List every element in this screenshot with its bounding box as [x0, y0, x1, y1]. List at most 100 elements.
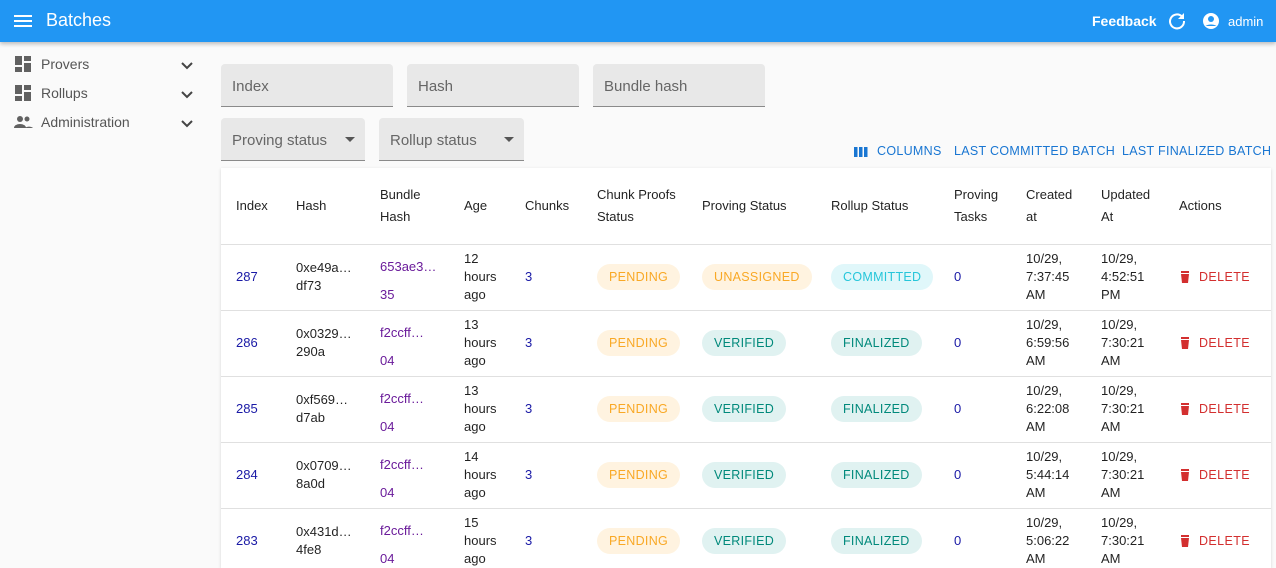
hash-part: 0xe49a…: [296, 260, 352, 275]
cell: 15 hours ago: [449, 508, 510, 568]
cell: 13 hours ago: [449, 310, 510, 377]
cell: 10/29, 7:30:21 AM: [1086, 442, 1164, 509]
cell: FINALIZED: [816, 310, 939, 377]
batch-index-link[interactable]: 283: [236, 533, 258, 548]
trash-icon: [1181, 535, 1189, 547]
updated-at: 10/29, 4:52:51 PM: [1101, 251, 1145, 302]
chunks-link[interactable]: 3: [525, 401, 533, 416]
cell: 0x0709… 8a0d: [281, 442, 365, 509]
account-icon[interactable]: [1202, 12, 1220, 30]
page-title: Batches: [46, 10, 112, 30]
column-header[interactable]: Chunks: [510, 168, 582, 245]
sidebar: Provers Rollups Administration: [0, 52, 205, 139]
delete-button[interactable]: DELETE: [1179, 466, 1265, 484]
menu-icon[interactable]: [13, 12, 33, 30]
delete-label: DELETE: [1199, 336, 1251, 350]
batch-row: 286 0x0329… 290a f2ccff… 04 13 hours ago 3 PEND…: [221, 310, 1271, 377]
nav-item[interactable]: Administration: [0, 110, 205, 139]
bundle-hash-part[interactable]: f2ccff…: [380, 391, 424, 406]
cell: 14 hours ago: [449, 442, 510, 509]
cell: DELETE: [1164, 244, 1271, 311]
column-header[interactable]: Rollup Status: [816, 168, 939, 245]
cell: 0: [939, 442, 1011, 509]
batch-index-link[interactable]: 287: [236, 269, 258, 284]
hash-filter[interactable]: Hash: [407, 64, 579, 107]
column-header[interactable]: Age: [449, 168, 510, 245]
age: 14 hours ago: [464, 449, 497, 500]
batch-index-link[interactable]: 286: [236, 335, 258, 350]
chunks-link[interactable]: 3: [525, 533, 533, 548]
created-at: 10/29, 5:06:22 AM: [1026, 515, 1070, 566]
chunks-link[interactable]: 3: [525, 335, 533, 350]
cell: f2ccff… 04: [365, 376, 449, 443]
column-header[interactable]: Proving Tasks: [939, 168, 1011, 245]
hash-part: 290a: [296, 344, 325, 359]
bundle-hash-part[interactable]: 04: [380, 419, 395, 434]
cell: 0xe49a… df73: [281, 244, 365, 311]
chunks-link[interactable]: 3: [525, 269, 533, 284]
nav-item[interactable]: Provers: [0, 52, 205, 81]
cell: VERIFIED: [687, 508, 816, 568]
column-header[interactable]: Chunk Proofs Status: [582, 168, 687, 245]
cell: 653ae3… 35: [365, 244, 449, 311]
proving-tasks-link[interactable]: 0: [954, 335, 962, 350]
batch-row: 285 0xf569… d7ab f2ccff… 04 13 hours ago 3 PEND…: [221, 376, 1271, 443]
cell: VERIFIED: [687, 310, 816, 377]
columns-button[interactable]: COLUMNS: [877, 144, 942, 158]
delete-button[interactable]: DELETE: [1179, 400, 1265, 418]
bundle-hash-filter[interactable]: Bundle hash: [593, 64, 765, 107]
select-label: Proving status: [232, 132, 328, 149]
column-header[interactable]: Index: [221, 168, 281, 245]
column-header[interactable]: Actions: [1164, 168, 1271, 245]
bundle-hash-part[interactable]: 04: [380, 485, 395, 500]
index-filter[interactable]: Index: [221, 64, 393, 107]
delete-button[interactable]: DELETE: [1179, 532, 1265, 550]
cell: 0: [939, 376, 1011, 443]
bundle-hash-part[interactable]: 35: [380, 287, 395, 302]
batch-index-link[interactable]: 285: [236, 401, 258, 416]
cell: VERIFIED: [687, 376, 816, 443]
cell: 12 hours ago: [449, 244, 510, 311]
column-header[interactable]: Created at: [1011, 168, 1086, 245]
proving-status-select[interactable]: Proving status: [221, 118, 365, 161]
cell: FINALIZED: [816, 442, 939, 509]
batch-row: 283 0x431d… 4fe8 f2ccff… 04 15 hours ago 3 PEND…: [221, 508, 1271, 568]
nav-item[interactable]: Rollups: [0, 81, 205, 110]
last-committed-button[interactable]: LAST COMMITTED BATCH: [954, 144, 1116, 158]
column-header[interactable]: Updated At: [1086, 168, 1164, 245]
column-header[interactable]: Proving Status: [687, 168, 816, 245]
cell: 13 hours ago: [449, 376, 510, 443]
status-chip: FINALIZED: [831, 462, 922, 488]
delete-button[interactable]: DELETE: [1179, 268, 1265, 286]
bundle-hash-part[interactable]: f2ccff…: [380, 325, 424, 340]
bundle-hash-part[interactable]: f2ccff…: [380, 523, 424, 538]
chunks-link[interactable]: 3: [525, 467, 533, 482]
proving-tasks-link[interactable]: 0: [954, 467, 962, 482]
cell: PENDING: [582, 244, 687, 311]
bundle-hash-part[interactable]: 04: [380, 551, 395, 566]
user-name[interactable]: admin: [1228, 14, 1264, 29]
column-header[interactable]: Hash: [281, 168, 365, 245]
status-chip: PENDING: [597, 330, 681, 356]
refresh-icon[interactable]: [1168, 12, 1186, 30]
nav-label: Provers: [41, 56, 90, 72]
bundle-hash-part[interactable]: 653ae3…: [380, 259, 437, 274]
dropdown-arrow: [345, 137, 355, 142]
rollup-status-select[interactable]: Rollup status: [379, 118, 524, 161]
bundle-hash-part[interactable]: 04: [380, 353, 395, 368]
updated-at: 10/29, 7:30:21 AM: [1101, 317, 1145, 368]
expand-icon: [181, 62, 193, 70]
feedback-link[interactable]: Feedback: [1092, 13, 1157, 29]
proving-tasks-link[interactable]: 0: [954, 269, 962, 284]
column-header[interactable]: Bundle Hash: [365, 168, 449, 245]
proving-tasks-link[interactable]: 0: [954, 401, 962, 416]
cell: f2ccff… 04: [365, 310, 449, 377]
cell: 10/29, 6:59:56 AM: [1011, 310, 1086, 377]
bundle-hash-part[interactable]: f2ccff…: [380, 457, 424, 472]
delete-button[interactable]: DELETE: [1179, 334, 1265, 352]
proving-tasks-link[interactable]: 0: [954, 533, 962, 548]
last-finalized-button[interactable]: LAST FINALIZED BATCH: [1122, 144, 1272, 158]
status-chip: FINALIZED: [831, 330, 922, 356]
batch-index-link[interactable]: 284: [236, 467, 258, 482]
cell: 283: [221, 508, 281, 568]
